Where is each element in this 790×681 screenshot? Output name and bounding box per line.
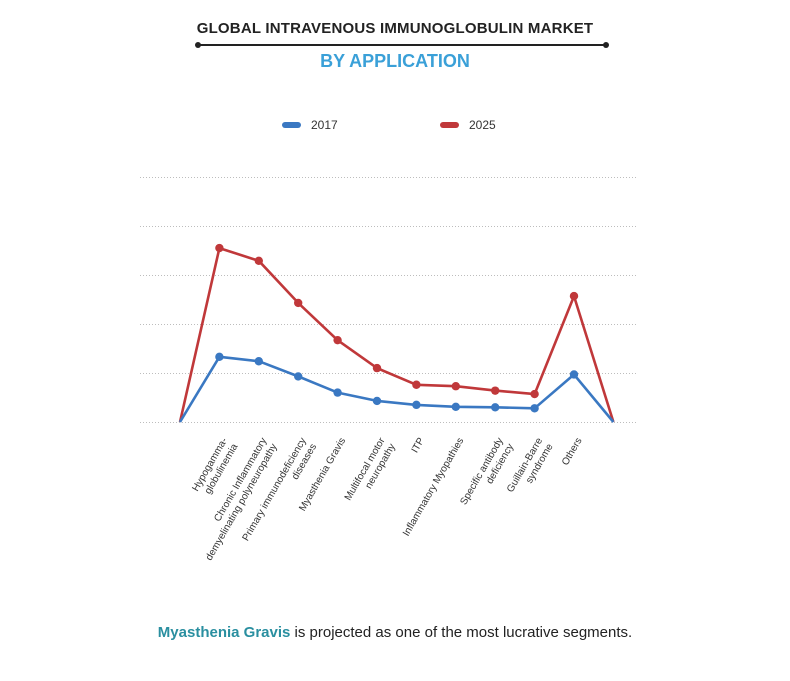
footnote: Myasthenia Gravis is projected as one of… bbox=[0, 624, 790, 641]
data-point-2017 bbox=[530, 404, 539, 413]
data-point-2025 bbox=[294, 298, 303, 308]
data-point-2025 bbox=[372, 363, 382, 373]
data-point-2025 bbox=[412, 380, 421, 389]
legend: 2017 2025 bbox=[282, 118, 496, 132]
x-tick-label: Guillain-Barresyndrome bbox=[505, 436, 556, 501]
data-point-2025 bbox=[333, 335, 342, 345]
data-point-2025 bbox=[569, 291, 579, 301]
data-point-2017 bbox=[412, 400, 421, 410]
data-point-2017 bbox=[372, 396, 382, 406]
x-tick-label: Others bbox=[560, 436, 585, 467]
data-point-2017 bbox=[254, 357, 263, 366]
legend-label-2017: 2017 bbox=[311, 118, 338, 132]
x-tick-label-line: ITP bbox=[410, 436, 427, 455]
series-line-2017 bbox=[178, 355, 615, 423]
x-tick-label: Specific antibodydeficiency bbox=[458, 436, 516, 513]
x-tick-label-line: Inflammatory Myopathies bbox=[401, 436, 466, 538]
data-point-2025 bbox=[530, 389, 539, 399]
chart-subtitle: BY APPLICATION bbox=[320, 51, 470, 71]
title-underline bbox=[195, 42, 609, 48]
data-point-2017 bbox=[451, 402, 460, 412]
chart-title: GLOBAL INTRAVENOUS IMMUNOGLOBULIN MARKET bbox=[196, 20, 594, 37]
x-tick-label: ITP bbox=[410, 436, 427, 455]
data-point-2017 bbox=[215, 352, 224, 362]
data-point-2017 bbox=[569, 370, 579, 379]
data-point-2025 bbox=[215, 243, 224, 253]
x-tick-label: Inflammatory Myopathies bbox=[401, 436, 466, 538]
data-point-2025 bbox=[451, 382, 460, 391]
gridlines bbox=[140, 177, 637, 423]
data-point-2017 bbox=[333, 388, 342, 397]
footnote-text: is projected as one of the most lucrativ… bbox=[290, 624, 633, 641]
footnote-highlight: Myasthenia Gravis bbox=[157, 624, 291, 641]
data-point-2025 bbox=[491, 386, 500, 395]
data-point-2017 bbox=[491, 403, 500, 412]
data-point-2017 bbox=[294, 372, 303, 381]
series-layer bbox=[178, 243, 615, 423]
x-tick-label: Multifocal motorneuropathy bbox=[343, 435, 399, 508]
data-point-2025 bbox=[254, 256, 263, 265]
x-tick-label-line: Others bbox=[560, 436, 585, 467]
series-line-2025 bbox=[178, 246, 615, 423]
legend-label-2025: 2025 bbox=[469, 118, 496, 132]
